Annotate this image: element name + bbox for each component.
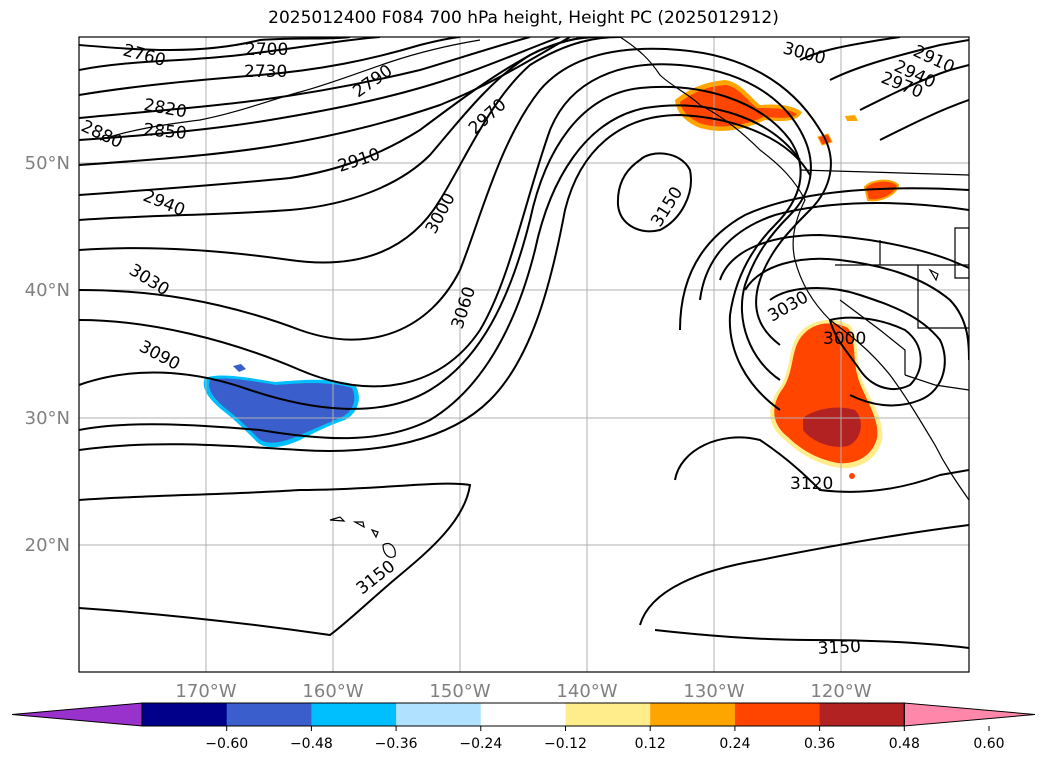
contour-label: 2850 bbox=[143, 120, 188, 144]
latitude-labels: 50°N 40°N 30°N 20°N bbox=[25, 153, 70, 556]
colorbar-segment bbox=[734, 703, 821, 726]
colorbar-segment bbox=[311, 703, 397, 726]
colorbar-tick-label: −0.60 bbox=[205, 736, 248, 752]
longitude-labels: 170°W 160°W 150°W 140°W 130°W 120°W bbox=[175, 681, 871, 702]
colorbar-tick-label: 0.36 bbox=[804, 736, 835, 752]
lon-label: 140°W bbox=[556, 681, 617, 702]
anomaly-negative-blue bbox=[203, 364, 359, 448]
lat-label: 30°N bbox=[25, 408, 70, 429]
colorbar-tick-label: −0.36 bbox=[375, 736, 418, 752]
contour-label: 3120 bbox=[790, 474, 833, 494]
colorbar-tick-label: 0.48 bbox=[889, 736, 920, 752]
height-contours bbox=[79, 37, 969, 649]
colorbar-segment bbox=[396, 703, 482, 726]
chart-title: 2025012400 F084 700 hPa height, Height P… bbox=[268, 8, 779, 28]
contour-label: 2700 bbox=[245, 40, 288, 60]
lat-label: 40°N bbox=[25, 280, 70, 301]
colorbar: −0.60 −0.48 −0.36 −0.24 −0.12 0.12 0.24 0.36 0.4… bbox=[11, 702, 1036, 752]
lon-label: 120°W bbox=[810, 681, 871, 702]
colorbar-border bbox=[141, 702, 905, 727]
colorbar-segment bbox=[819, 703, 905, 726]
contour-label: 3150 bbox=[817, 637, 861, 659]
lon-label: 160°W bbox=[302, 681, 363, 702]
colorbar-tick-label: −0.12 bbox=[544, 736, 587, 752]
lon-label: 130°W bbox=[683, 681, 744, 702]
colorbar-tick-label: −0.24 bbox=[459, 736, 502, 752]
contour-label: 3000 bbox=[823, 329, 866, 349]
lat-label: 50°N bbox=[25, 153, 70, 174]
colorbar-segment bbox=[226, 703, 312, 726]
contour-label: 2730 bbox=[244, 62, 287, 82]
lon-label: 170°W bbox=[175, 681, 236, 702]
colorbar-extend-low bbox=[11, 702, 143, 727]
lat-label: 20°N bbox=[25, 535, 70, 556]
colorbar-extend-high bbox=[903, 702, 1036, 727]
colorbar-segment bbox=[565, 703, 651, 726]
anomaly-positive-red bbox=[675, 80, 900, 479]
colorbar-segment bbox=[142, 703, 228, 726]
colorbar-tick-label: −0.48 bbox=[290, 736, 333, 752]
colorbar-tick-label: 0.60 bbox=[973, 736, 1004, 752]
map-border bbox=[78, 36, 970, 673]
colorbar-segment bbox=[650, 703, 736, 726]
lon-label: 150°W bbox=[429, 681, 490, 702]
colorbar-tick-label: 0.24 bbox=[719, 736, 750, 752]
colorbar-tick-label: 0.12 bbox=[635, 736, 666, 752]
colorbar-segment bbox=[480, 703, 566, 726]
